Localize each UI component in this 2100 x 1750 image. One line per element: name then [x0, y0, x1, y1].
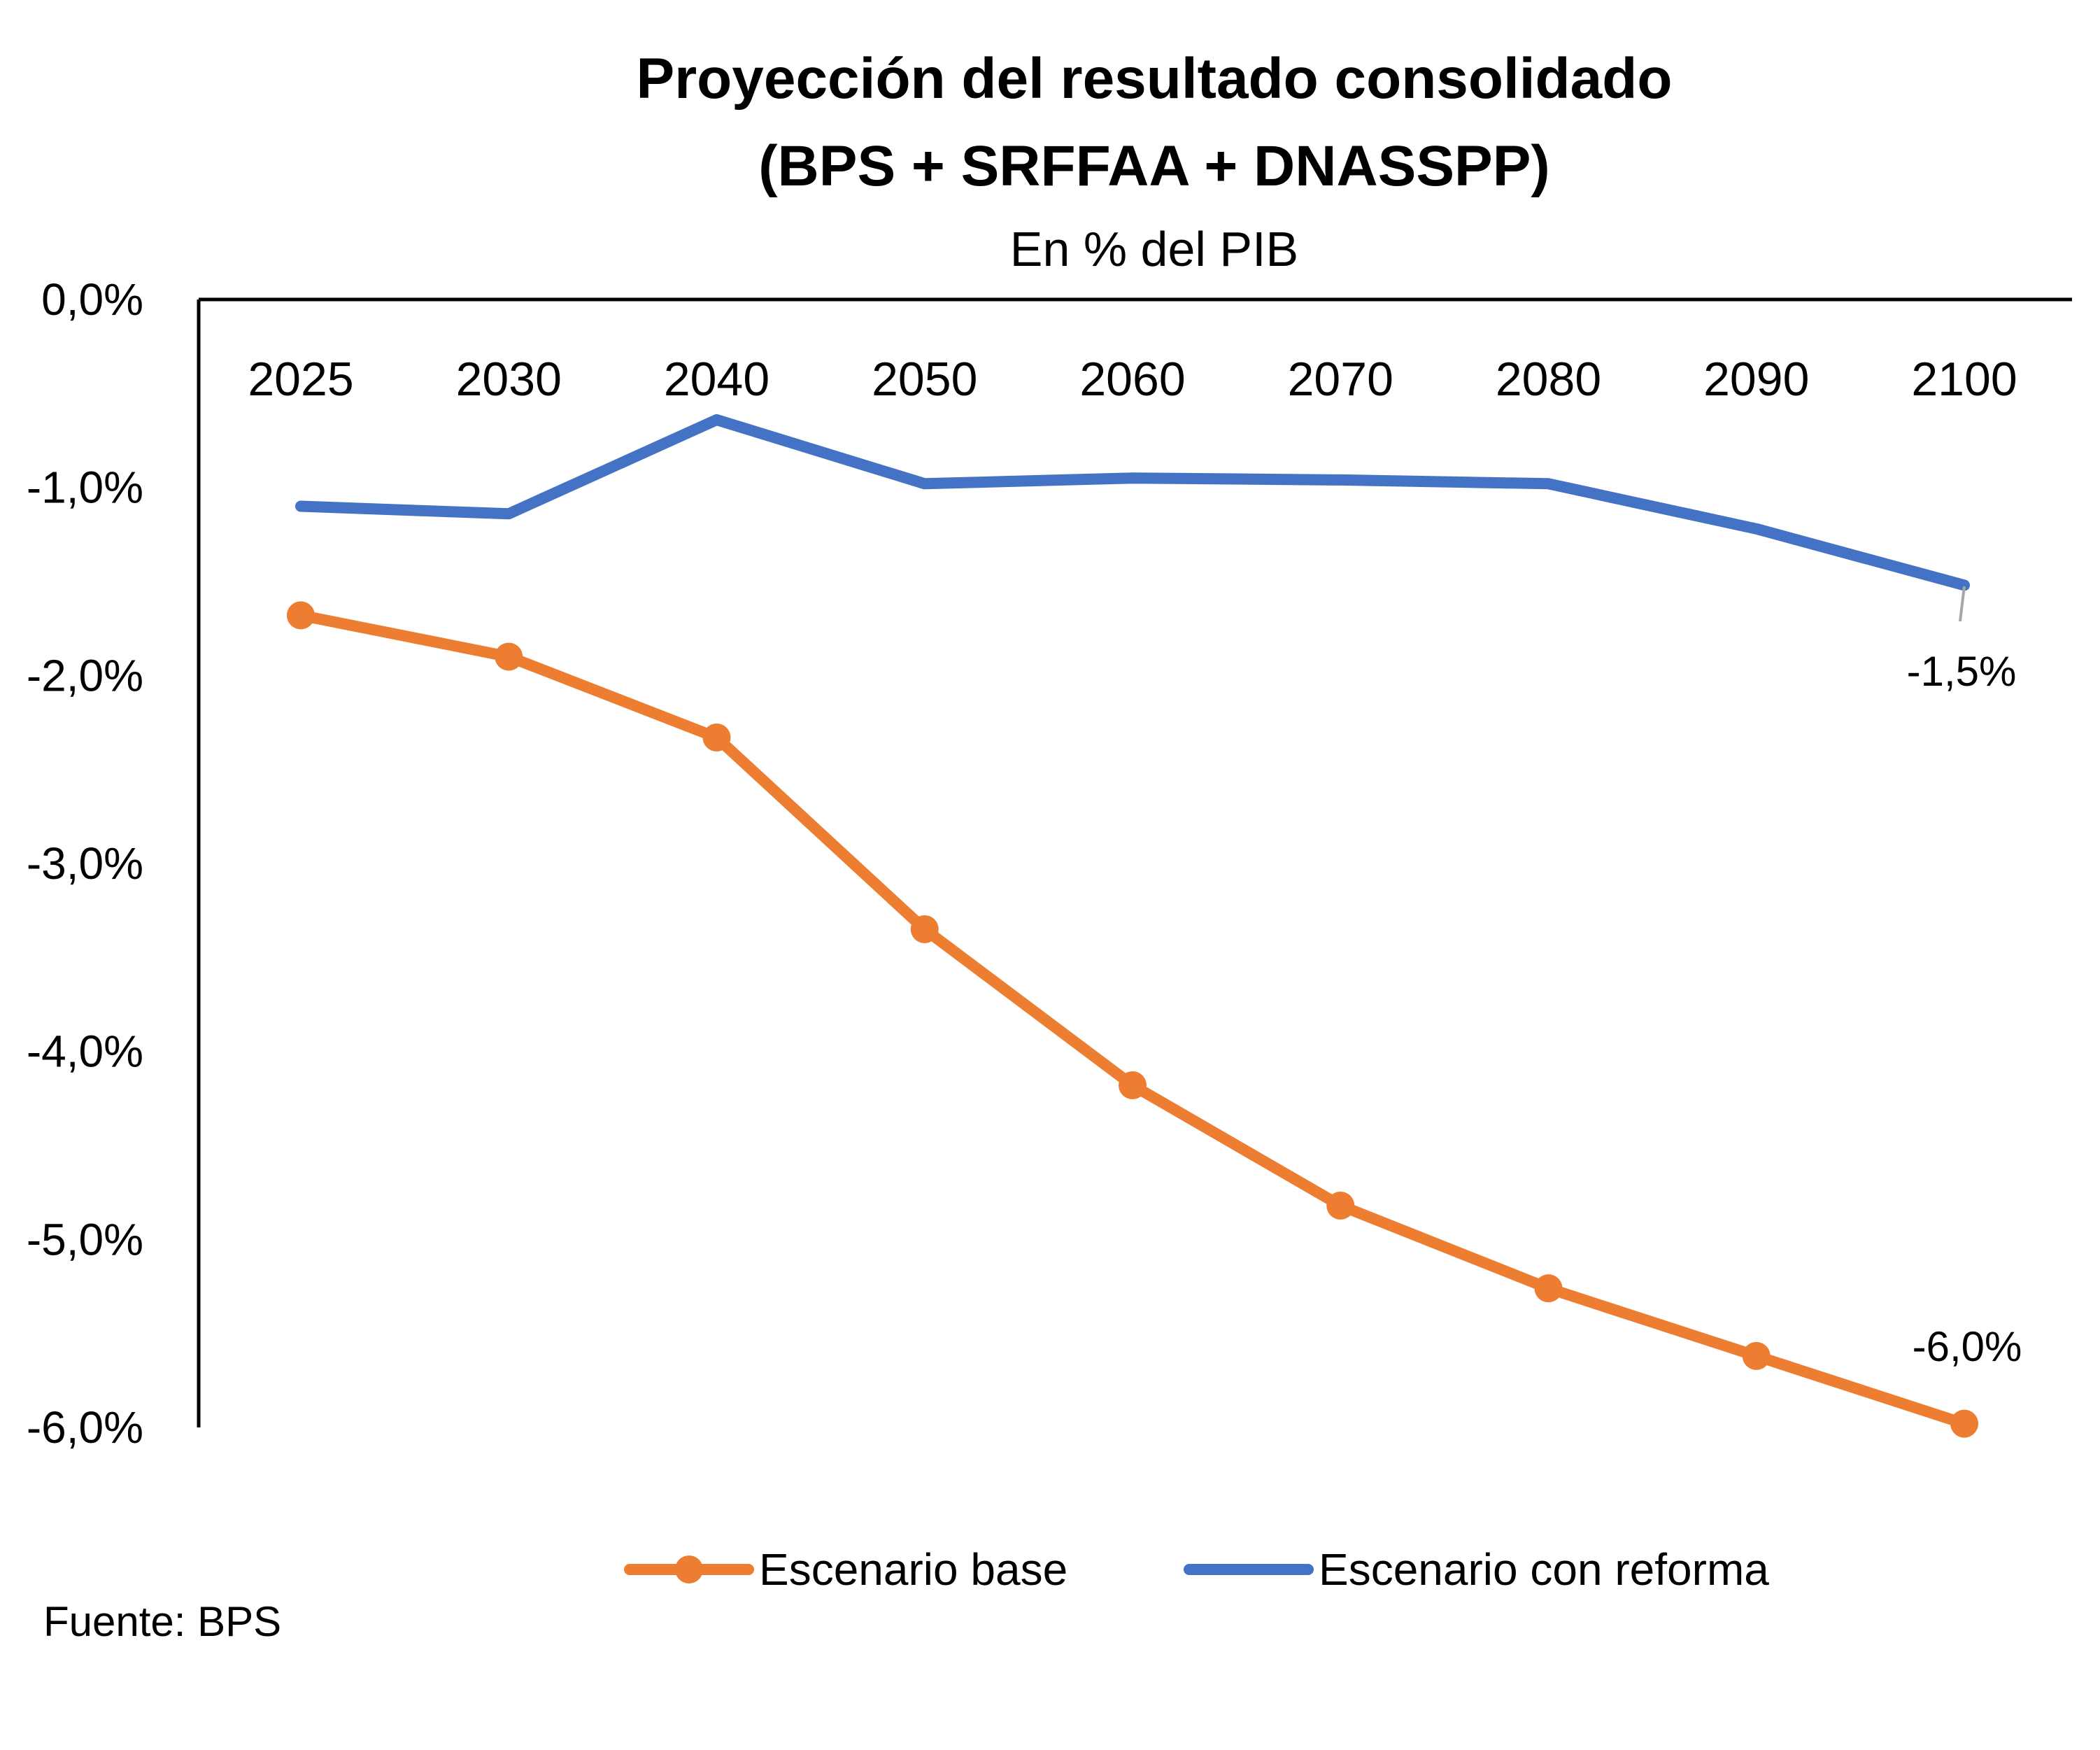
series-line-reforma [295, 414, 1970, 591]
chart-subtitle: En % del PIB [1010, 222, 1298, 276]
legend-label-base: Escenario base [759, 1544, 1067, 1595]
x-tick-label: 2060 [1079, 353, 1185, 406]
y-tick-label: -6,0% [27, 1402, 143, 1453]
source-note: Fuente: BPS [43, 1598, 281, 1645]
data-point-base [1950, 1409, 1978, 1438]
x-tick-label: 2030 [456, 353, 562, 406]
data-point-base [1742, 1341, 1771, 1370]
y-tick-label: 0,0% [41, 274, 143, 325]
chart-title-line2: (BPS + SRFFAA + DNASSPP) [758, 134, 1550, 198]
legend: Escenario base Escenario con reforma [624, 1544, 1769, 1595]
data-point-base [702, 723, 731, 751]
x-tick-labels: 2025 2030 2040 2050 2060 2070 2080 2090 2100 [248, 353, 2017, 406]
x-tick-label: 2100 [1911, 353, 2017, 406]
x-tick-label: 2080 [1496, 353, 1601, 406]
data-label-reforma-2100: -1,5% [1907, 648, 2017, 695]
x-tick-label: 2040 [664, 353, 769, 406]
x-tick-label: 2070 [1288, 353, 1393, 406]
series-group [287, 414, 1978, 1438]
data-label-base-2100: -6,0% [1913, 1323, 2022, 1370]
x-tick-label: 2050 [872, 353, 977, 406]
y-tick-label: -2,0% [27, 650, 143, 700]
y-tick-label: -1,0% [27, 463, 143, 513]
legend-marker-base [675, 1555, 703, 1583]
y-tick-label: -5,0% [27, 1214, 143, 1264]
data-point-base [495, 642, 523, 671]
chart-title: Proyección del resultado consolidado [637, 47, 1673, 111]
x-tick-label: 2025 [248, 353, 353, 406]
data-point-base [910, 915, 939, 944]
y-tick-label: -4,0% [27, 1026, 143, 1077]
y-tick-label: -3,0% [27, 838, 143, 889]
legend-label-reforma: Escenario con reforma [1319, 1544, 1769, 1595]
leader-line-reforma [1959, 586, 1966, 622]
data-point-base [287, 601, 315, 630]
data-point-base [1119, 1071, 1147, 1100]
data-point-base [1326, 1191, 1355, 1220]
x-tick-label: 2090 [1703, 353, 1809, 406]
data-point-base [1534, 1274, 1563, 1303]
series-line-base [295, 609, 1970, 1430]
y-tick-labels: 0,0% -1,0% -2,0% -3,0% -4,0% -5,0% -6,0% [27, 274, 143, 1453]
